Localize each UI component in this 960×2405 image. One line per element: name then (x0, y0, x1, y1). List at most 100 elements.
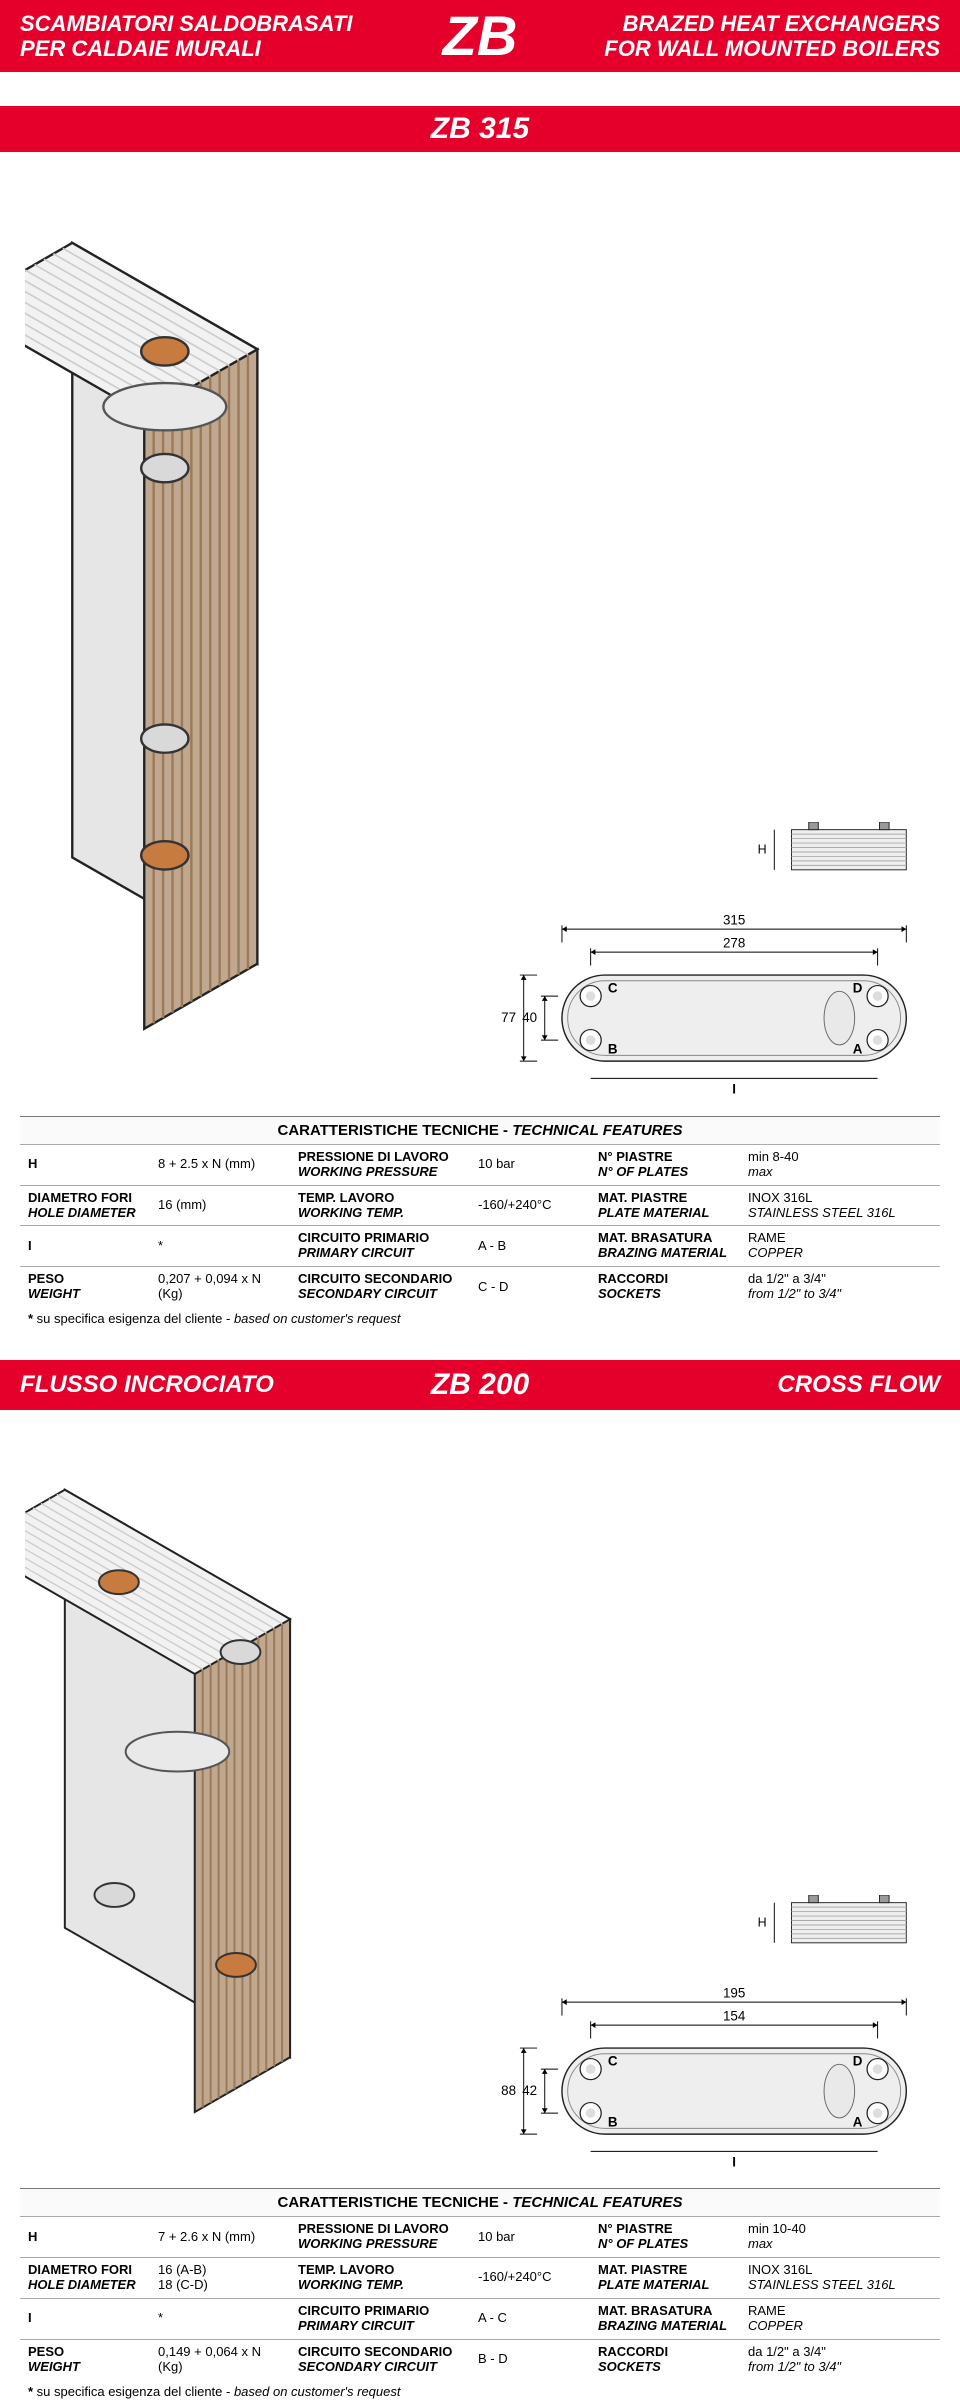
cell-label: PESOWEIGHT (20, 2339, 150, 2379)
svg-text:B: B (608, 2114, 618, 2129)
cell-label: I (20, 2298, 150, 2339)
cell-value: 0,149 + 0,064 x N(Kg) (150, 2339, 290, 2379)
svg-text:H: H (758, 1915, 767, 1929)
top-banner-right: BRAZED HEAT EXCHANGERS FOR WALL MOUNTED … (535, 11, 940, 62)
svg-text:D: D (853, 2053, 863, 2068)
cell-label: RACCORDISOCKETS (590, 1267, 740, 1307)
cell-label: CIRCUITO SECONDARIOSECONDARY CIRCUIT (290, 2339, 470, 2379)
cell-value: B - D (470, 2339, 590, 2379)
top-banner-left: SCAMBIATORI SALDOBRASATI PER CALDAIE MUR… (20, 11, 425, 62)
cell-value: A - C (470, 2298, 590, 2339)
banner-left: FLUSSO INCROCIATO (20, 1371, 411, 1399)
svg-text:315: 315 (723, 913, 745, 928)
cell-label: TEMP. LAVOROWORKING TEMP. (290, 2257, 470, 2298)
table-row: I*CIRCUITO PRIMARIOPRIMARY CIRCUITA - CM… (20, 2298, 940, 2339)
cell-label: PRESSIONE DI LAVOROWORKING PRESSURE (290, 2217, 470, 2257)
diagram-row: H C D B A 315 278 77 40 I (0, 152, 960, 1110)
features-header: CARATTERISTICHE TECNICHE - TECHNICAL FEA… (20, 1116, 940, 1145)
cell-value: 10 bar (470, 2217, 590, 2257)
cell-value: INOX 316LSTAINLESS STEEL 316L (740, 1185, 940, 1226)
cell-value: 8 + 2.5 x N (mm) (150, 1145, 290, 1185)
table-row: H8 + 2.5 x N (mm)PRESSIONE DI LAVOROWORK… (20, 1145, 940, 1185)
table-row: PESOWEIGHT0,207 + 0,094 x N(Kg)CIRCUITO … (20, 1267, 940, 1307)
cell-value: 7 + 2.6 x N (mm) (150, 2217, 290, 2257)
cell-value: da 1/2" a 3/4"from 1/2" to 3/4" (740, 2339, 940, 2379)
cell-value: 16 (A-B)18 (C-D) (150, 2257, 290, 2298)
svg-text:40: 40 (522, 1010, 537, 1025)
svg-text:A: A (853, 1042, 863, 1057)
svg-text:77: 77 (501, 1010, 516, 1025)
ortho-diagram: H C D B A 315 278 77 40 I (495, 822, 935, 1099)
cell-label: CIRCUITO PRIMARIOPRIMARY CIRCUIT (290, 2298, 470, 2339)
cell-label: TEMP. LAVOROWORKING TEMP. (290, 1185, 470, 1226)
cell-value: 0,207 + 0,094 x N(Kg) (150, 1267, 290, 1307)
cell-label: H (20, 2217, 150, 2257)
cell-label: DIAMETRO FORIHOLE DIAMETER (20, 2257, 150, 2298)
cell-value: * (150, 2298, 290, 2339)
svg-text:195: 195 (723, 1985, 745, 2000)
cell-value: -160/+240°C (470, 2257, 590, 2298)
ortho-diagram: H C D B A 195 154 88 42 I (495, 1895, 935, 2172)
cell-label: I (20, 1226, 150, 1267)
cell-value: A - B (470, 1226, 590, 1267)
cell-label: PESOWEIGHT (20, 1267, 150, 1307)
svg-text:B: B (608, 1042, 618, 1057)
iso-diagram (25, 1430, 465, 2172)
cell-label: N° PIASTREN° OF PLATES (590, 2217, 740, 2257)
cell-value: min 8-40max (740, 1145, 940, 1185)
cell-label: MAT. BRASATURABRAZING MATERIAL (590, 1226, 740, 1267)
cell-label: MAT. PIASTREPLATE MATERIAL (590, 2257, 740, 2298)
svg-text:H: H (758, 843, 767, 857)
svg-text:A: A (853, 2114, 863, 2129)
top-left-line1: SCAMBIATORI SALDOBRASATI (20, 11, 352, 36)
banner-center: ZB 200 (411, 1368, 549, 1402)
cell-value: INOX 316LSTAINLESS STEEL 316L (740, 2257, 940, 2298)
model-banner: ZB 315 (0, 106, 960, 152)
top-right-line1: BRAZED HEAT EXCHANGERS (623, 11, 940, 36)
cell-value: RAMECOPPER (740, 2298, 940, 2339)
table-row: PESOWEIGHT0,149 + 0,064 x N(Kg)CIRCUITO … (20, 2339, 940, 2379)
cell-label: N° PIASTREN° OF PLATES (590, 1145, 740, 1185)
table-row: I*CIRCUITO PRIMARIOPRIMARY CIRCUITA - BM… (20, 1226, 940, 1267)
cell-label: CIRCUITO PRIMARIOPRIMARY CIRCUIT (290, 1226, 470, 1267)
features-table: H7 + 2.6 x N (mm)PRESSIONE DI LAVOROWORK… (20, 2217, 940, 2380)
svg-text:C: C (608, 2053, 618, 2068)
svg-text:88: 88 (501, 2083, 516, 2098)
cell-value: C - D (470, 1267, 590, 1307)
cell-label: H (20, 1145, 150, 1185)
cell-label: DIAMETRO FORIHOLE DIAMETER (20, 1185, 150, 1226)
cell-value: -160/+240°C (470, 1185, 590, 1226)
top-banner: SCAMBIATORI SALDOBRASATI PER CALDAIE MUR… (0, 0, 960, 72)
svg-text:278: 278 (723, 936, 745, 951)
cell-label: CIRCUITO SECONDARIOSECONDARY CIRCUIT (290, 1267, 470, 1307)
table-row: DIAMETRO FORIHOLE DIAMETER16 (mm)TEMP. L… (20, 1185, 940, 1226)
features-header: CARATTERISTICHE TECNICHE - TECHNICAL FEA… (20, 2188, 940, 2217)
cell-label: MAT. BRASATURABRAZING MATERIAL (590, 2298, 740, 2339)
cell-value: * (150, 1226, 290, 1267)
table-row: DIAMETRO FORIHOLE DIAMETER16 (A-B)18 (C-… (20, 2257, 940, 2298)
cell-value: 16 (mm) (150, 1185, 290, 1226)
cell-value: da 1/2" a 3/4"from 1/2" to 3/4" (740, 1267, 940, 1307)
cell-label: PRESSIONE DI LAVOROWORKING PRESSURE (290, 1145, 470, 1185)
svg-text:I: I (732, 1082, 736, 1097)
top-banner-center: ZB (425, 8, 536, 64)
banner-right: CROSS FLOW (549, 1371, 940, 1399)
svg-text:154: 154 (723, 2008, 746, 2023)
footnote: * su specifica esigenza del cliente - ba… (0, 1307, 960, 1332)
cell-value: min 10-40max (740, 2217, 940, 2257)
footnote: * su specifica esigenza del cliente - ba… (0, 2380, 960, 2405)
svg-text:42: 42 (522, 2083, 537, 2098)
cell-label: MAT. PIASTREPLATE MATERIAL (590, 1185, 740, 1226)
diagram-row: H C D B A 195 154 88 42 I (0, 1410, 960, 2182)
model-banner: FLUSSO INCROCIATO ZB 200 CROSS FLOW (0, 1360, 960, 1410)
cell-value: RAMECOPPER (740, 1226, 940, 1267)
svg-text:D: D (853, 981, 863, 996)
cell-label: RACCORDISOCKETS (590, 2339, 740, 2379)
features-table: H8 + 2.5 x N (mm)PRESSIONE DI LAVOROWORK… (20, 1145, 940, 1308)
top-right-line2: FOR WALL MOUNTED BOILERS (604, 36, 940, 61)
iso-diagram (25, 172, 465, 1100)
top-left-line2: PER CALDAIE MURALI (20, 36, 261, 61)
svg-text:C: C (608, 981, 618, 996)
svg-text:I: I (732, 2154, 736, 2169)
cell-value: 10 bar (470, 1145, 590, 1185)
